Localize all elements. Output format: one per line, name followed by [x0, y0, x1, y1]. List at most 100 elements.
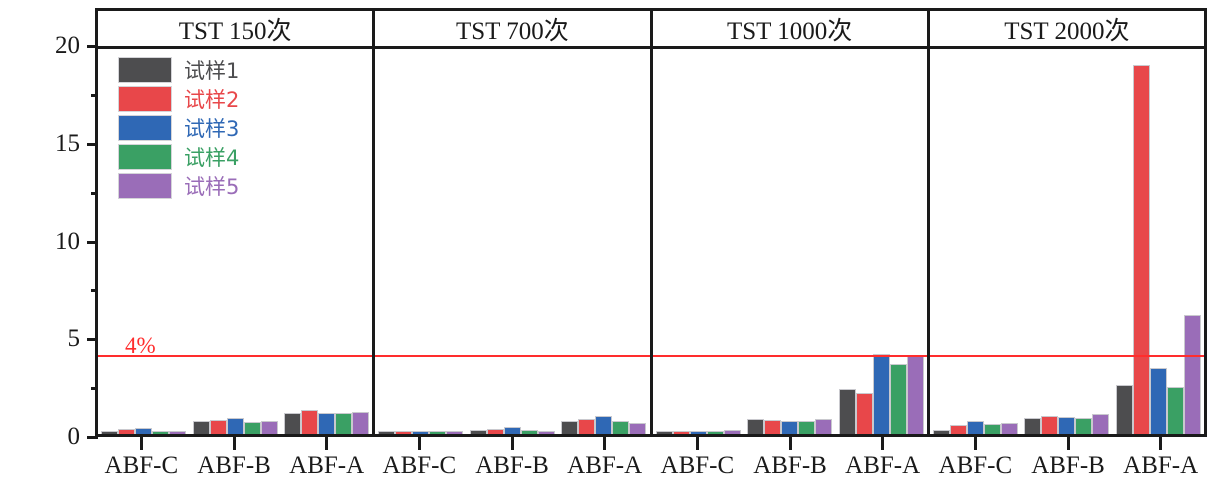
- y-tick-label: 15: [55, 129, 80, 157]
- legend-label: 试样4: [184, 145, 240, 170]
- legend-item[interactable]: 试样2: [118, 84, 239, 113]
- bar[interactable]: [446, 431, 464, 434]
- bar[interactable]: [932, 430, 950, 434]
- bar[interactable]: [318, 412, 336, 434]
- bar[interactable]: [578, 419, 596, 434]
- bar[interactable]: [781, 421, 799, 434]
- bar[interactable]: [764, 420, 782, 434]
- bar[interactable]: [226, 418, 244, 434]
- bar[interactable]: [815, 419, 833, 434]
- plot-area: TST 150次 TST 700次 TST 1000次 TST 2000次: [95, 8, 1207, 437]
- x-tick-slot: [836, 437, 929, 450]
- bar[interactable]: [906, 354, 924, 434]
- x-tick-label: ABF-B: [197, 452, 271, 479]
- bar[interactable]: [1041, 416, 1059, 434]
- bar[interactable]: [260, 421, 278, 434]
- reference-line-label: 4%: [125, 333, 156, 358]
- x-tick-slot: [95, 437, 188, 450]
- legend-item[interactable]: 试样4: [118, 142, 239, 171]
- bar[interactable]: [152, 431, 170, 434]
- y-tick-label: 5: [67, 325, 81, 353]
- bar[interactable]: [747, 419, 765, 434]
- bar[interactable]: [412, 431, 430, 434]
- bar[interactable]: [352, 411, 370, 434]
- y-tick-major-mark: [87, 338, 98, 342]
- y-tick-major-mark: [87, 142, 98, 146]
- bar[interactable]: [1075, 418, 1093, 434]
- panel-title-strip: TST 150次 TST 700次 TST 1000次 TST 2000次: [98, 11, 1204, 49]
- bar[interactable]: [706, 431, 724, 434]
- bar[interactable]: [135, 428, 153, 434]
- bar[interactable]: [486, 429, 504, 434]
- x-tick-mark: [1159, 437, 1163, 450]
- bar[interactable]: [612, 421, 630, 434]
- bar-group: [467, 49, 558, 434]
- y-tick-label: 0: [67, 423, 81, 450]
- legend-item[interactable]: 试样1: [118, 55, 239, 84]
- bar[interactable]: [872, 353, 890, 434]
- bar[interactable]: [284, 412, 302, 434]
- legend-label: 试样5: [184, 174, 240, 199]
- bar[interactable]: [1092, 414, 1110, 434]
- legend-item[interactable]: 试样5: [118, 171, 239, 200]
- bar[interactable]: [723, 430, 741, 434]
- bar[interactable]: [169, 431, 187, 434]
- bar[interactable]: [689, 431, 707, 434]
- legend-item[interactable]: 试样3: [118, 113, 239, 142]
- bar[interactable]: [889, 363, 907, 434]
- bar[interactable]: [243, 422, 261, 434]
- bar-group-container: [930, 49, 1204, 434]
- chart-panel: [652, 49, 930, 434]
- bar[interactable]: [503, 427, 521, 434]
- bar-group: [653, 49, 744, 434]
- bar[interactable]: [1058, 417, 1076, 434]
- bar[interactable]: [118, 429, 136, 434]
- bar[interactable]: [629, 423, 647, 434]
- bar[interactable]: [209, 420, 227, 434]
- bar[interactable]: [1183, 314, 1201, 434]
- bar[interactable]: [798, 421, 816, 434]
- x-tick-slot: [744, 437, 837, 450]
- bar[interactable]: [301, 409, 319, 434]
- x-tick-mark: [788, 437, 792, 450]
- bar[interactable]: [983, 424, 1001, 434]
- bar[interactable]: [378, 431, 396, 434]
- bar[interactable]: [469, 430, 487, 434]
- bar[interactable]: [595, 416, 613, 434]
- bar[interactable]: [429, 431, 447, 434]
- bar[interactable]: [192, 421, 210, 434]
- x-tick-slot: [188, 437, 281, 450]
- bar[interactable]: [1149, 367, 1167, 434]
- x-tick-label: ABF-B: [1031, 452, 1105, 479]
- x-panel-tick-block: [651, 437, 929, 450]
- y-tick-major-mark: [87, 436, 98, 439]
- bar[interactable]: [672, 431, 690, 434]
- bar[interactable]: [101, 431, 119, 434]
- bar[interactable]: [1115, 385, 1133, 434]
- bar-group: [1021, 49, 1112, 434]
- bar[interactable]: [966, 421, 984, 434]
- legend-color-swatch: [118, 85, 172, 112]
- bar-group: [1113, 49, 1204, 434]
- bar[interactable]: [838, 389, 856, 434]
- reference-line-4pct: [929, 354, 1204, 357]
- bar[interactable]: [1166, 387, 1184, 434]
- legend: 试样1 试样2 试样3 试样4 试样5: [118, 55, 239, 200]
- bar[interactable]: [520, 430, 538, 434]
- bar[interactable]: [855, 392, 873, 434]
- bar[interactable]: [1024, 418, 1042, 434]
- bar[interactable]: [561, 421, 579, 434]
- bar[interactable]: [395, 431, 413, 434]
- bar[interactable]: [335, 412, 353, 434]
- bar[interactable]: [1000, 423, 1018, 434]
- y-tick-label: 10: [55, 227, 80, 255]
- x-panel-label-block: ABF-C ABF-B ABF-A: [651, 452, 929, 492]
- bar[interactable]: [1132, 64, 1150, 434]
- bar[interactable]: [655, 431, 673, 434]
- bar[interactable]: [537, 431, 555, 434]
- bar[interactable]: [949, 425, 967, 434]
- bar-group: [281, 49, 372, 434]
- x-tick-slot: [466, 437, 559, 450]
- x-tick-label: ABF-C: [660, 452, 735, 479]
